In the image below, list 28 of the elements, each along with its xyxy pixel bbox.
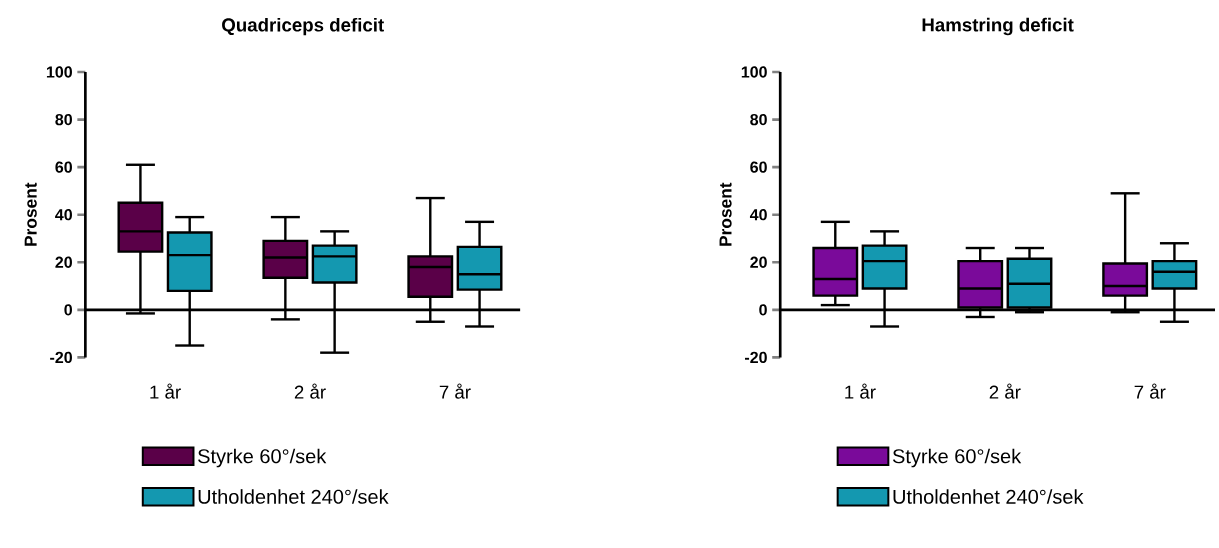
y-axis-title: Prosent	[24, 182, 37, 246]
x-tick-label: 2 år	[989, 383, 1021, 399]
x-tick-label: 7 år	[1134, 383, 1166, 399]
y-tick-label: 20	[55, 256, 72, 268]
y-tick-label: 0	[64, 304, 72, 316]
y-tick-label: 60	[750, 161, 767, 173]
x-tick-label: 1 år	[845, 383, 876, 399]
x-tick-label: 1 år	[150, 383, 181, 399]
legend-label: Styrke 60°/sek	[892, 448, 1022, 468]
y-tick-label: 40	[55, 208, 72, 221]
y-tick-label: 40	[749, 208, 767, 221]
y-tick-label: 0	[759, 304, 767, 316]
y-tick-label: 80	[55, 113, 72, 126]
x-tick-label: 2 år	[294, 383, 326, 399]
y-tick-label: -20	[745, 351, 767, 364]
chart-title: Quadriceps deficit	[222, 17, 384, 36]
y-axis-title: Prosent	[719, 182, 732, 246]
y-tick-label: -20	[50, 351, 72, 364]
legend-label: Utholdenhet 240°/sek	[893, 489, 1084, 504]
y-tick-label: 100	[46, 66, 72, 78]
y-tick-label: 100	[741, 66, 767, 78]
legend-label: Styrke 60°/sek	[198, 448, 327, 468]
y-tick-label: 20	[750, 256, 767, 268]
y-tick-label: 60	[55, 161, 72, 173]
x-tick-label: 7 år	[439, 383, 471, 399]
y-tick-label: 80	[750, 113, 767, 126]
legend-label: Utholdenhet 240°/sek	[198, 489, 389, 504]
chart-title: Hamstring deficit	[922, 17, 1074, 36]
